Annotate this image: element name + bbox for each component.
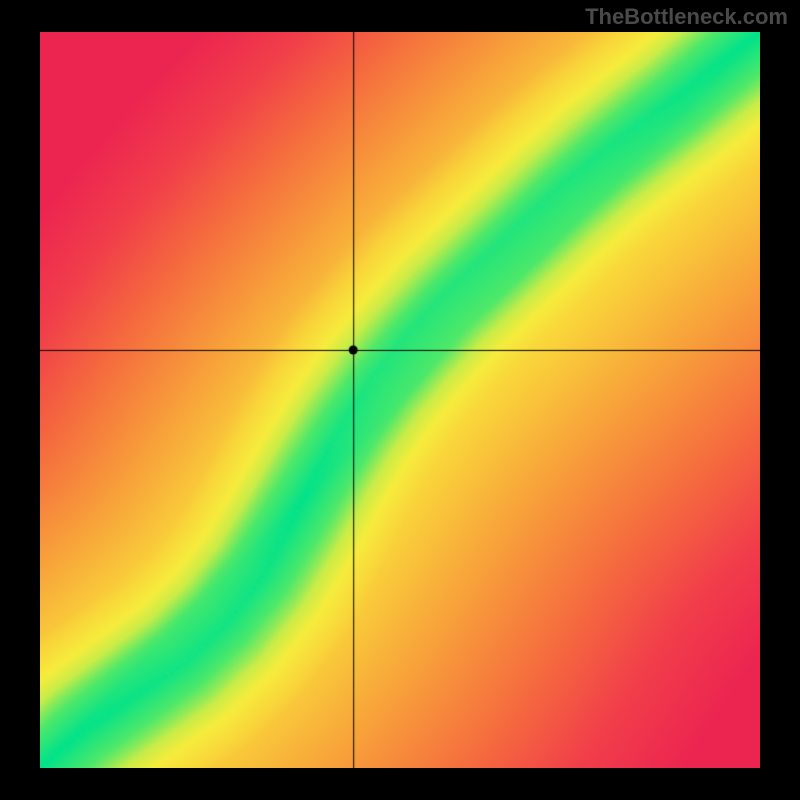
chart-container: TheBottleneck.com (0, 0, 800, 800)
heatmap-canvas (40, 32, 760, 768)
heatmap-plot (40, 32, 760, 768)
watermark-text: TheBottleneck.com (585, 4, 788, 30)
